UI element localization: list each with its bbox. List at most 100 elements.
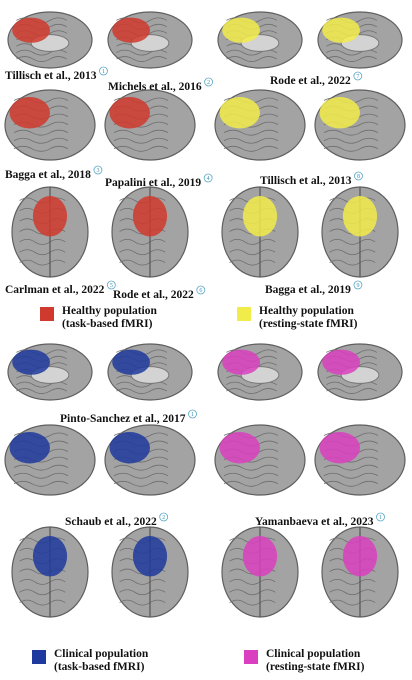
citation: Schaub et al., 2022 [65, 516, 157, 528]
activation [322, 349, 360, 375]
citation: Pinto-Sanchez et al., 2017 [60, 413, 186, 425]
brain [104, 89, 196, 161]
activation [322, 17, 360, 43]
sulcus [323, 145, 379, 152]
sulcus [229, 579, 276, 585]
badge: 8 [357, 174, 360, 180]
activation [219, 432, 260, 464]
legend-swatch [40, 307, 54, 321]
legend-text: (resting-state fMRI) [259, 318, 358, 330]
sulcus [119, 599, 166, 606]
badge-circle [204, 77, 213, 87]
sulcus [19, 589, 66, 596]
sulcus [16, 56, 68, 62]
brain [314, 424, 406, 496]
sulcus [326, 56, 378, 62]
brain [217, 343, 303, 401]
sulcus [229, 599, 276, 606]
citation: Michels et al., 2016 [108, 81, 202, 93]
legend-text: Clinical population [54, 648, 149, 660]
sulcus [119, 239, 166, 245]
legend-text: Healthy population [62, 305, 158, 317]
sulcus [116, 388, 168, 394]
sulcus [223, 464, 279, 471]
sulcus [19, 239, 66, 245]
sulcus [223, 137, 279, 144]
activation [109, 432, 150, 464]
activation [219, 97, 260, 129]
sulcus [119, 259, 166, 266]
sulcus [119, 249, 166, 256]
sulcus [113, 137, 169, 144]
sulcus [113, 472, 169, 479]
badge: 7 [356, 74, 359, 80]
activation [112, 17, 150, 43]
brain [221, 526, 299, 618]
badge-circle [203, 173, 213, 183]
sulcus [113, 145, 169, 152]
brain [314, 89, 406, 161]
badge: 3 [96, 168, 99, 174]
brain [317, 11, 403, 69]
brain [111, 186, 189, 278]
sulcus [223, 480, 279, 487]
badge-circle [188, 409, 197, 419]
badge-circle [354, 171, 363, 181]
badge-circle [106, 280, 116, 290]
sulcus [19, 599, 66, 606]
activation [132, 536, 168, 577]
activation [109, 97, 150, 129]
sulcus [329, 599, 376, 606]
sulcus [229, 589, 276, 596]
activation [9, 97, 50, 129]
citation: Rode et al., 2022 [113, 289, 194, 301]
sulcus [226, 56, 278, 62]
sulcus [323, 464, 379, 471]
badge: 4 [207, 176, 210, 182]
sulcus [223, 129, 279, 136]
brain [221, 186, 299, 278]
sulcus [113, 129, 169, 136]
badge-circle [99, 66, 108, 76]
badge: 1 [102, 69, 105, 75]
activation [319, 432, 360, 464]
citation: Carlman et al., 2022 [5, 284, 105, 296]
activation [342, 536, 378, 577]
brain [107, 343, 193, 401]
legend-swatch [237, 307, 251, 321]
activation [242, 196, 278, 237]
sulcus [16, 388, 68, 394]
sulcus [13, 464, 69, 471]
brain [7, 11, 93, 69]
brain [107, 11, 193, 69]
activation [342, 196, 378, 237]
sulcus [329, 239, 376, 245]
brain [214, 89, 306, 161]
sulcus [329, 259, 376, 266]
sulcus [113, 480, 169, 487]
legend-text: Clinical population [266, 648, 361, 660]
badge-circle [159, 512, 169, 522]
brain [217, 11, 303, 69]
sulcus [226, 388, 278, 394]
badge: 1 [191, 412, 194, 418]
activation [32, 196, 68, 237]
activation [222, 17, 260, 43]
citation: Yamanbaeva et al., 2023 [255, 516, 374, 528]
sulcus [329, 249, 376, 256]
badge-circle [353, 280, 363, 290]
sulcus [223, 472, 279, 479]
activation [222, 349, 260, 375]
sulcus [13, 137, 69, 144]
activation [12, 349, 50, 375]
citation: Rode et al., 2022 [270, 75, 351, 87]
citation: Tillisch et al., 2013 [260, 175, 352, 187]
brain [111, 526, 189, 618]
sulcus [223, 145, 279, 152]
sulcus [323, 472, 379, 479]
sulcus [229, 249, 276, 256]
badge: 6 [199, 288, 202, 294]
sulcus [119, 589, 166, 596]
sulcus [329, 589, 376, 596]
